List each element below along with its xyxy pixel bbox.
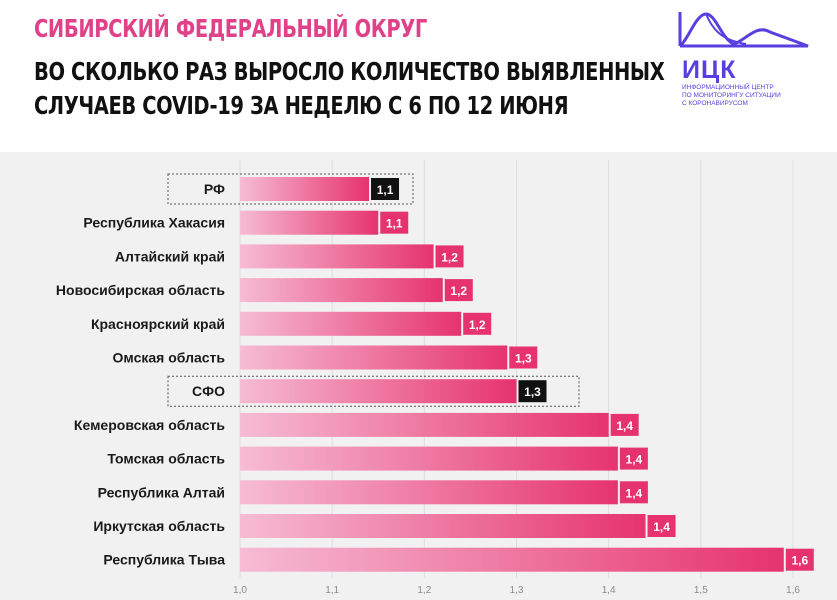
category-label: Красноярский край xyxy=(91,316,225,332)
data-label: 1,3 xyxy=(524,385,541,399)
bar xyxy=(240,345,508,370)
data-label-badge xyxy=(509,346,538,369)
plot-area: 1,0 1,1 1,2 1,3 1,4 1,5 1,6 РФ 1,1 Республика Хак… xyxy=(0,152,837,600)
data-label: 1,1 xyxy=(386,217,403,231)
data-label-badge xyxy=(785,548,814,571)
logo-abbr: ИЦК xyxy=(682,56,737,84)
bar xyxy=(240,446,618,471)
bar xyxy=(240,210,379,235)
logo-caption-line-2: по мониторингу ситуации xyxy=(682,92,781,99)
data-label: 1,4 xyxy=(626,453,643,467)
highlight-box xyxy=(167,173,414,205)
bar xyxy=(240,177,370,201)
x-tick-label: 1,4 xyxy=(602,585,616,596)
logo-mark-icon xyxy=(678,12,809,48)
x-tick-label: 1,0 xyxy=(233,585,247,596)
x-tick-label: 1,1 xyxy=(325,585,339,596)
x-tick-label: 1,2 xyxy=(417,585,431,596)
data-label: 1,4 xyxy=(616,419,633,433)
x-tick-label: 1,6 xyxy=(786,585,800,596)
category-label: СФО xyxy=(192,383,225,399)
chart-region-title: СИБИРСКИЙ ФЕДЕРАЛЬНЫЙ ОКРУГ xyxy=(34,14,427,43)
data-label: 1,4 xyxy=(653,520,670,534)
bar xyxy=(240,412,609,437)
logo-caption: Информационный центр по мониторингу ситу… xyxy=(682,84,817,108)
category-label: РФ xyxy=(204,181,225,197)
bar xyxy=(240,514,646,538)
logo-caption-line-3: с коронавирусом xyxy=(682,100,748,107)
chart-title-line-1: ВО СКОЛЬКО РАЗ ВЫРОСЛО КОЛИЧЕСТВО ВЫЯВЛЕ… xyxy=(34,57,665,86)
header: СИБИРСКИЙ ФЕДЕРАЛЬНЫЙ ОКРУГ ВО СКОЛЬКО Р… xyxy=(0,0,837,152)
x-tick-label: 1,5 xyxy=(694,585,708,596)
data-label-badge xyxy=(435,245,464,268)
data-label: 1,2 xyxy=(441,250,458,264)
data-label-badge xyxy=(380,211,409,234)
chart-title: ВО СКОЛЬКО РАЗ ВЫРОСЛО КОЛИЧЕСТВО ВЫЯВЛЕ… xyxy=(34,55,665,123)
category-label: Республика Алтай xyxy=(98,484,225,500)
logo-caption-line-1: Информационный центр xyxy=(682,84,774,91)
data-label: 1,2 xyxy=(450,284,467,298)
data-label: 1,2 xyxy=(469,318,486,332)
data-label-badge xyxy=(371,178,400,200)
bar xyxy=(240,379,517,404)
bar-chart: 1,0 1,1 1,2 1,3 1,4 1,5 1,6 РФ 1,1 Республика Хак… xyxy=(56,160,814,596)
bar xyxy=(240,547,784,572)
category-label: Иркутская область xyxy=(93,518,225,534)
data-label: 1,6 xyxy=(791,554,808,568)
bar xyxy=(240,480,618,505)
category-label: Омская область xyxy=(113,350,226,366)
category-label: Алтайский край xyxy=(115,248,225,264)
data-label-badge xyxy=(444,279,473,302)
x-tick-label: 1,3 xyxy=(510,585,524,596)
chart-title-line-2: СЛУЧАЕВ COVID-19 ЗА НЕДЕЛЮ С 6 ПО 12 ИЮН… xyxy=(34,91,569,120)
bar xyxy=(240,278,443,303)
category-label: Новосибирская область xyxy=(56,282,225,298)
data-label: 1,1 xyxy=(377,183,394,197)
data-label-badge xyxy=(647,515,676,537)
data-label: 1,3 xyxy=(515,352,532,366)
category-label: Республика Хакасия xyxy=(83,215,225,231)
bar xyxy=(240,311,462,336)
data-label-badge xyxy=(619,481,648,504)
data-label: 1,4 xyxy=(626,486,643,500)
data-label-badge xyxy=(610,413,639,436)
data-label-badge xyxy=(518,380,547,403)
data-label-badge xyxy=(463,312,492,335)
bar xyxy=(240,244,434,269)
category-label: Кемеровская область xyxy=(74,417,225,433)
data-label-badge xyxy=(619,447,648,470)
category-label: Республика Тыва xyxy=(103,552,225,568)
category-label: Томская область xyxy=(107,451,225,467)
